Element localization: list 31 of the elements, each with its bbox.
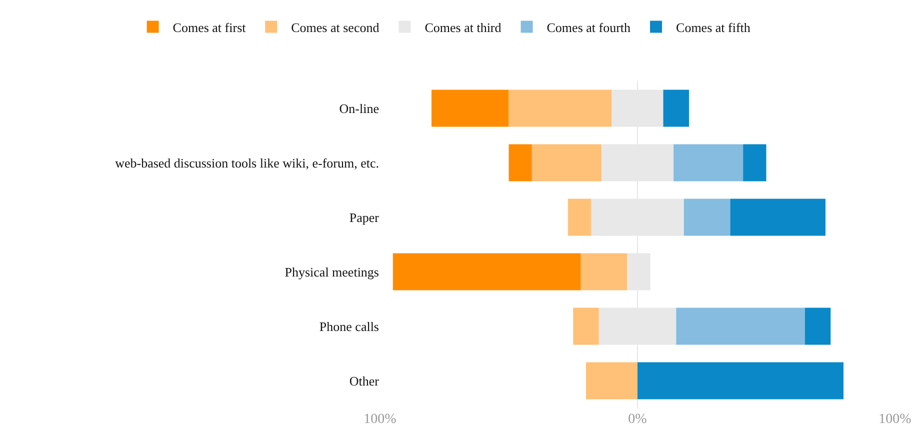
- bar: [743, 144, 766, 182]
- legend-label: Comes at fourth: [546, 20, 632, 35]
- x-tick-label: 100%: [364, 412, 397, 427]
- bar: [663, 90, 689, 127]
- x-tick-label: 0%: [628, 412, 648, 427]
- legend-label: Comes at first: [172, 20, 246, 35]
- y-tick-label: Phone calls: [319, 318, 379, 334]
- bar: [580, 253, 628, 290]
- bar: [676, 308, 805, 345]
- y-tick-label: Other: [349, 373, 380, 388]
- bar: [392, 253, 581, 290]
- x-tick-label: 100%: [878, 412, 912, 427]
- bar: [804, 308, 831, 345]
- bar: [586, 362, 638, 400]
- legend-label: Comes at third: [424, 20, 502, 35]
- bar: [508, 90, 612, 127]
- y-tick-label: Paper: [349, 210, 380, 225]
- bar: [730, 198, 826, 236]
- bar: [573, 308, 599, 345]
- bar: [568, 198, 592, 236]
- bar: [638, 362, 844, 400]
- y-tick-label: On-line: [339, 100, 380, 116]
- legend-label: Comes at second: [291, 20, 380, 35]
- bar: [684, 198, 730, 236]
- bar: [432, 90, 509, 127]
- bar: [532, 144, 602, 182]
- y-tick-label: web-based discussion tools like wiki, e-forum, etc.: [115, 155, 379, 170]
- y-tick-label: Physical meetings: [284, 264, 379, 280]
- bar: [508, 144, 532, 182]
- bar: [674, 144, 744, 182]
- legend-label: Comes at fifth: [676, 20, 751, 35]
